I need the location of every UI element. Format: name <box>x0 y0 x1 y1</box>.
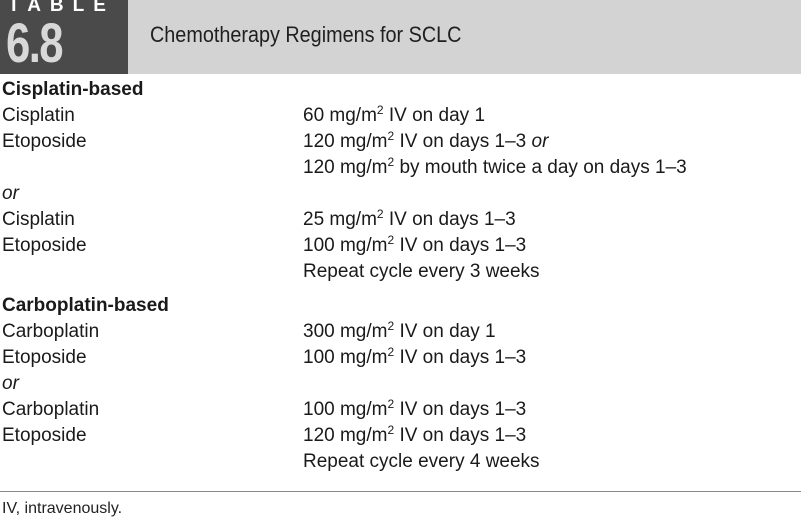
alternative-separator: or <box>2 183 19 204</box>
table-row: Etoposide 120 mg/m2 IV on days 1–3 or <box>0 129 801 155</box>
dose-route-schedule: IV on days 1–3 <box>394 425 527 446</box>
dose-unit-exponent: 2 <box>376 103 384 117</box>
drug-name: Etoposide <box>2 425 87 446</box>
dose-amount: 60 mg/m <box>303 105 377 126</box>
alternative-separator: or <box>2 373 19 394</box>
dosage: 25 mg/m2 IV on days 1–3 <box>303 207 516 233</box>
drug-name: Cisplatin <box>2 105 75 126</box>
dose-unit-exponent: 2 <box>387 155 395 169</box>
drug-name: Carboplatin <box>2 321 100 342</box>
alternative-marker: or <box>531 131 549 152</box>
dose-route-schedule: IV on day 1 <box>383 105 486 126</box>
table-row: Cisplatin 25 mg/m2 IV on days 1–3 <box>0 207 801 233</box>
dosage: 120 mg/m2 IV on days 1–3 or <box>303 129 548 155</box>
dose-amount: 100 mg/m <box>303 399 388 420</box>
dosage: 60 mg/m2 IV on day 1 <box>303 103 485 129</box>
table-row: Etoposide 120 mg/m2 IV on days 1–3 <box>0 423 801 449</box>
drug-name: Etoposide <box>2 131 87 152</box>
dose-amount: 120 mg/m <box>303 425 388 446</box>
section-heading: Carboplatin-based <box>2 295 169 316</box>
table-row: Carboplatin 300 mg/m2 IV on day 1 <box>0 319 801 345</box>
dosage-note: Repeat cycle every 4 weeks <box>303 451 540 472</box>
dose-amount: 100 mg/m <box>303 235 388 256</box>
dose-route-schedule: IV on days 1–3 <box>394 131 532 152</box>
table-row: Repeat cycle every 3 weeks <box>0 259 801 285</box>
table-number: 6.8 <box>6 11 64 74</box>
dose-route-schedule: by mouth twice a day on days 1–3 <box>394 157 687 178</box>
dose-amount: 25 mg/m <box>303 209 377 230</box>
dosage: 120 mg/m2 by mouth twice a day on days 1… <box>303 155 687 181</box>
table-row: 120 mg/m2 by mouth twice a day on days 1… <box>0 155 801 181</box>
drug-name: Etoposide <box>2 347 87 368</box>
section-heading-row: Cisplatin-based <box>0 77 801 103</box>
dose-unit-exponent: 2 <box>387 129 395 143</box>
dose-unit-exponent: 2 <box>376 207 384 221</box>
dosage: 100 mg/m2 IV on days 1–3 <box>303 397 526 423</box>
table-row: Cisplatin 60 mg/m2 IV on day 1 <box>0 103 801 129</box>
dosage: Repeat cycle every 4 weeks <box>303 449 540 475</box>
dose-route-schedule: IV on days 1–3 <box>394 235 527 256</box>
dose-amount: 120 mg/m <box>303 157 388 178</box>
dose-unit-exponent: 2 <box>387 423 395 437</box>
dosage: Repeat cycle every 3 weeks <box>303 259 540 285</box>
dose-route-schedule: IV on days 1–3 <box>394 399 527 420</box>
table-row: or <box>0 371 801 397</box>
dose-unit-exponent: 2 <box>387 319 395 333</box>
regimen-table: Cisplatin-based Cisplatin 60 mg/m2 IV on d… <box>0 77 801 475</box>
dosage-note: Repeat cycle every 3 weeks <box>303 261 540 282</box>
table-row: Etoposide 100 mg/m2 IV on days 1–3 <box>0 233 801 259</box>
dose-unit-exponent: 2 <box>387 397 395 411</box>
dose-unit-exponent: 2 <box>387 233 395 247</box>
dosage: 100 mg/m2 IV on days 1–3 <box>303 233 526 259</box>
table-number-badge: TABLE 6.8 <box>0 0 128 74</box>
dose-route-schedule: IV on days 1–3 <box>383 209 516 230</box>
dose-unit-exponent: 2 <box>387 345 395 359</box>
section-gap <box>0 285 801 293</box>
table-title: Chemotherapy Regimens for SCLC <box>150 22 462 47</box>
table-row: Repeat cycle every 4 weeks <box>0 449 801 475</box>
drug-name: Cisplatin <box>2 209 75 230</box>
dose-amount: 100 mg/m <box>303 347 388 368</box>
table-row: or <box>0 181 801 207</box>
footnote-divider <box>0 491 801 492</box>
drug-name: Etoposide <box>2 235 87 256</box>
dosage: 100 mg/m2 IV on days 1–3 <box>303 345 526 371</box>
table-row: Carboplatin 100 mg/m2 IV on days 1–3 <box>0 397 801 423</box>
dose-route-schedule: IV on days 1–3 <box>394 347 527 368</box>
section-heading-row: Carboplatin-based <box>0 293 801 319</box>
table-row: Etoposide 100 mg/m2 IV on days 1–3 <box>0 345 801 371</box>
section-heading: Cisplatin-based <box>2 79 144 100</box>
dose-route-schedule: IV on day 1 <box>394 321 496 342</box>
dose-amount: 120 mg/m <box>303 131 388 152</box>
footnote: IV, intravenously. <box>2 500 123 517</box>
dosage: 300 mg/m2 IV on day 1 <box>303 319 496 345</box>
table-header: TABLE 6.8 Chemotherapy Regimens for SCLC <box>0 0 801 74</box>
dosage: 120 mg/m2 IV on days 1–3 <box>303 423 526 449</box>
table-label: TABLE <box>8 0 115 16</box>
drug-name: Carboplatin <box>2 399 100 420</box>
dose-amount: 300 mg/m <box>303 321 388 342</box>
